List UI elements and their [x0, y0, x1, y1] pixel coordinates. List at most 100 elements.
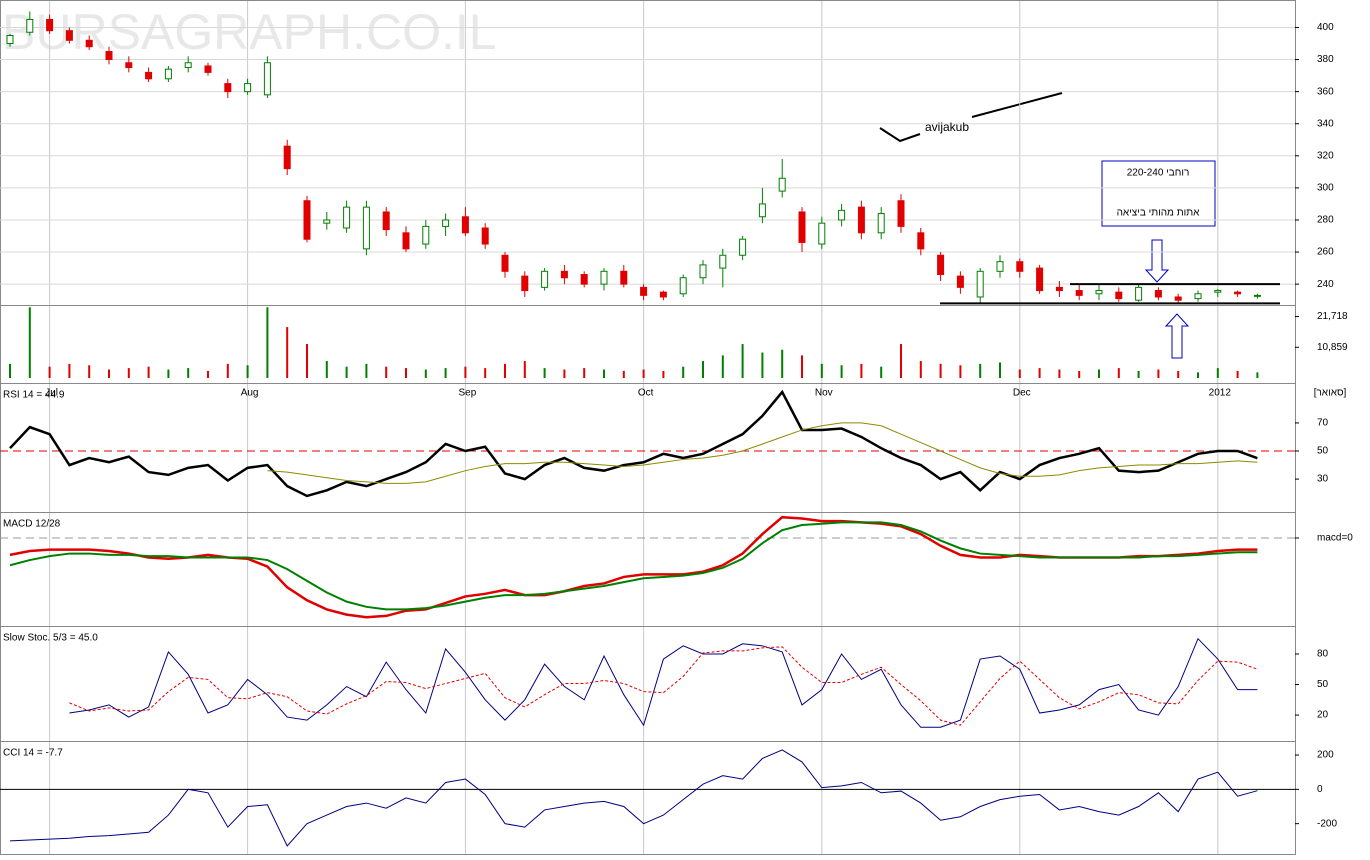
- candle-body: [343, 206, 351, 229]
- volume-bar: [325, 361, 328, 378]
- volume-bar: [603, 369, 605, 378]
- volume-bar: [1216, 368, 1219, 378]
- volume-bar: [246, 365, 249, 378]
- candle-body: [1154, 290, 1162, 298]
- volume-bar: [563, 369, 566, 378]
- x-note: [סאואר]: [1314, 388, 1347, 399]
- volume-bar: [127, 368, 130, 378]
- y-tick-label: 200: [1317, 750, 1334, 761]
- volume-bar: [721, 355, 724, 378]
- volume-bar: [900, 344, 902, 378]
- candle-body: [85, 39, 93, 48]
- volume-bar: [405, 368, 407, 378]
- series-line: [69, 637, 1258, 728]
- candle-body: [580, 274, 588, 285]
- candle-body: [778, 177, 786, 192]
- volume-bar: [48, 366, 51, 378]
- candle-body: [1214, 290, 1222, 293]
- candle-body: [739, 238, 747, 256]
- y-tick-label: 300: [1317, 183, 1334, 194]
- candle-body: [758, 203, 766, 218]
- x-tick-label: Nov: [815, 388, 833, 399]
- candle-body: [699, 264, 707, 279]
- candle-body: [263, 62, 271, 96]
- candle-body: [224, 83, 232, 93]
- y-tick-label: 70: [1317, 418, 1329, 429]
- candle-body: [1016, 261, 1024, 272]
- y-tick-label: 360: [1317, 86, 1334, 97]
- candle-body: [956, 275, 964, 288]
- annotation: רוחבי 220-240: [1127, 168, 1190, 179]
- volume-bar: [28, 307, 31, 378]
- volume-bar: [345, 366, 348, 378]
- volume-bar: [1236, 370, 1239, 378]
- volume-bar: [306, 344, 308, 378]
- volume-bar: [860, 363, 863, 378]
- volume-bar: [999, 362, 1001, 378]
- candle-body: [976, 270, 984, 298]
- volume-bar: [484, 368, 487, 378]
- candle-body: [145, 71, 153, 80]
- candle-body: [6, 34, 14, 45]
- series-line: [9, 521, 1258, 611]
- annotation: avijakub: [925, 120, 969, 134]
- candle-body: [818, 222, 826, 245]
- candle-body: [996, 261, 1004, 272]
- x-tick-label: Sep: [459, 388, 477, 399]
- candle-body: [659, 291, 667, 298]
- series-line: [69, 646, 1258, 726]
- arrow-down: [1144, 239, 1170, 283]
- x-tick-label: Dec: [1013, 388, 1031, 399]
- y-tick-label: 21,718: [1317, 311, 1348, 322]
- y-tick-label: 0: [1317, 784, 1323, 795]
- volume-bar: [761, 352, 764, 378]
- y-tick-label: 80: [1317, 649, 1329, 660]
- candle-body: [184, 62, 192, 69]
- y-tick-label: 50: [1317, 679, 1329, 690]
- y-tick-label: macd=0: [1317, 533, 1353, 544]
- candle-body: [26, 18, 34, 33]
- y-tick-label: -200: [1317, 818, 1337, 829]
- volume-bar: [88, 365, 91, 378]
- y-tick-label: 260: [1317, 247, 1334, 258]
- candle-body: [600, 270, 608, 285]
- volume-bar: [583, 368, 586, 378]
- candle-body: [719, 254, 727, 269]
- candle-body: [1234, 291, 1242, 295]
- volume-bar: [207, 370, 209, 378]
- volume-bar: [1018, 369, 1021, 378]
- candle-body: [1095, 290, 1103, 295]
- candle-body: [362, 206, 370, 250]
- volume-bar: [523, 361, 526, 378]
- candle-body: [857, 206, 865, 234]
- y-tick-label: 240: [1317, 279, 1334, 290]
- volume-bar: [622, 370, 625, 378]
- candle-body: [640, 286, 648, 296]
- candle-body: [1135, 286, 1143, 301]
- volume-bar: [1197, 372, 1199, 378]
- x-tick-label: 2012: [1209, 388, 1232, 399]
- volume-bar: [1137, 370, 1140, 378]
- candle-body: [937, 254, 945, 276]
- candle-body: [323, 219, 331, 224]
- x-tick-label: Jul: [45, 388, 58, 399]
- volume-bar: [959, 365, 962, 378]
- candle-body: [1115, 291, 1123, 300]
- volume-bar: [702, 361, 704, 378]
- panel-title: RSI 14 = 44.9: [3, 390, 65, 401]
- candle-body: [877, 213, 885, 234]
- volume-bar: [642, 369, 645, 378]
- volume-bar: [1058, 369, 1061, 378]
- volume-bar: [167, 369, 170, 378]
- y-tick-label: 50: [1317, 446, 1329, 457]
- volume-bar: [543, 368, 546, 378]
- y-tick-label: 20: [1317, 710, 1329, 721]
- volume-bar: [464, 366, 467, 378]
- annotation: אתות מהותי ביציאה: [1117, 208, 1201, 219]
- annotation-stroke: [971, 92, 1063, 118]
- volume-bar: [1256, 372, 1259, 378]
- candle-body: [105, 51, 113, 61]
- volume-bar: [1078, 370, 1081, 378]
- candle-body: [521, 275, 529, 292]
- y-tick-label: 320: [1317, 150, 1334, 161]
